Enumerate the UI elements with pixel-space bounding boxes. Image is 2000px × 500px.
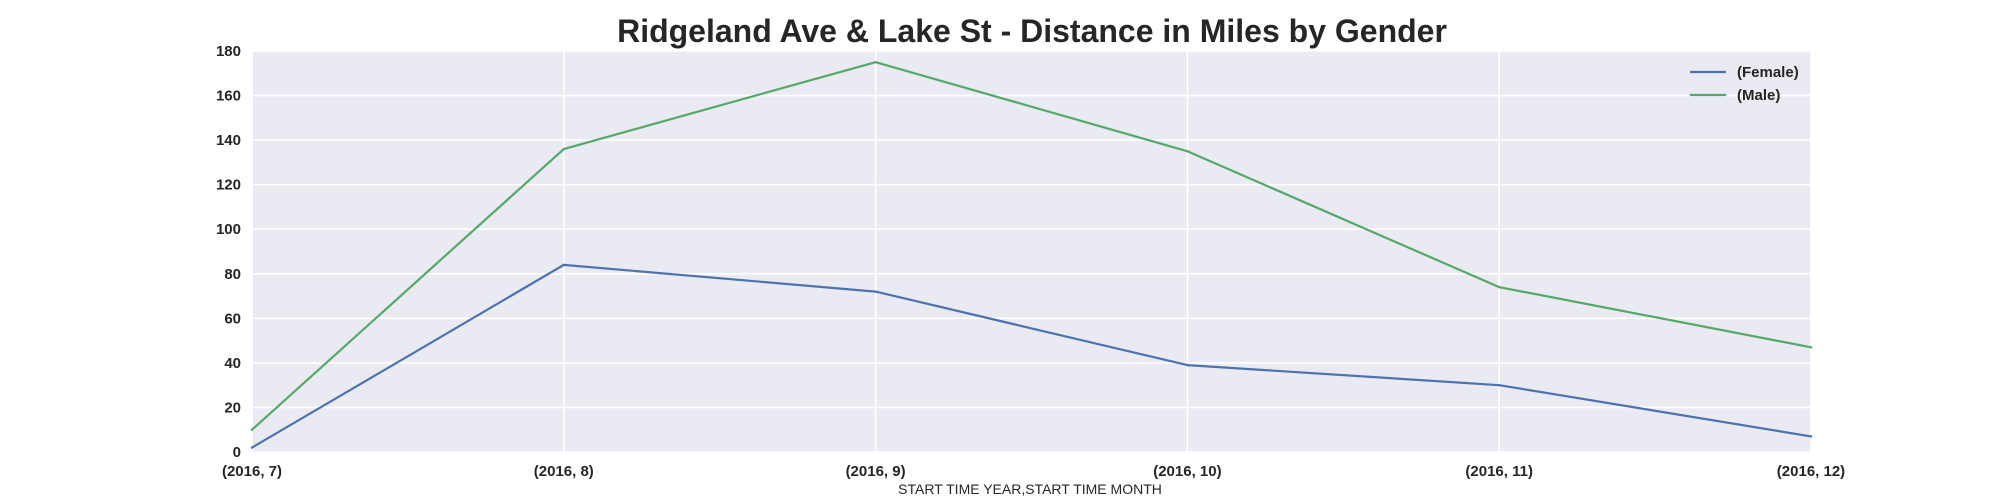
y-tick-label: 80 — [224, 266, 241, 283]
gridlines — [251, 50, 1812, 453]
data-point — [1809, 435, 1813, 438]
data-point — [1186, 363, 1189, 367]
legend: (Female) (Male) — [1690, 64, 1799, 104]
data-point — [250, 446, 254, 449]
series-line-male — [250, 61, 1813, 431]
legend-label: (Female) — [1737, 64, 1799, 81]
x-tick-label: (2016, 8) — [534, 463, 594, 480]
y-tick-label: 20 — [224, 399, 241, 416]
data-point — [250, 428, 254, 431]
y-tick-label: 140 — [216, 132, 241, 149]
y-tick-label: 160 — [216, 88, 241, 105]
legend-label: (Male) — [1737, 87, 1780, 104]
x-axis-label: START TIME YEAR,START TIME MONTH — [898, 481, 1162, 497]
data-point — [1498, 285, 1501, 289]
y-tick-label: 40 — [224, 355, 241, 372]
plot-background — [252, 51, 1811, 452]
chart-title: Ridgeland Ave & Lake St - Distance in Mi… — [617, 13, 1447, 49]
data-point — [874, 290, 877, 293]
x-tick-label: (2016, 11) — [1465, 463, 1533, 480]
data-point — [874, 60, 877, 64]
x-axis-ticks: (2016, 7) (2016, 8) (2016, 9) (2016, 10) (20… — [222, 463, 1845, 480]
series-line-female — [250, 263, 1813, 449]
data-point — [562, 147, 565, 151]
data-point — [1809, 346, 1813, 349]
data-point — [1498, 383, 1501, 387]
data-point — [562, 263, 565, 267]
y-axis-ticks: 0 20 40 60 80 100 120 140 160 180 — [216, 43, 241, 461]
x-tick-label: (2016, 10) — [1153, 463, 1221, 480]
series-lines — [250, 60, 1813, 449]
y-tick-label: 100 — [216, 221, 241, 238]
data-point — [1186, 150, 1189, 153]
y-tick-label: 120 — [216, 177, 241, 194]
x-tick-label: (2016, 12) — [1777, 463, 1845, 480]
x-tick-label: (2016, 9) — [846, 463, 906, 480]
x-tick-label: (2016, 7) — [222, 463, 282, 480]
y-tick-label: 0 — [233, 444, 241, 461]
y-tick-label: 180 — [216, 43, 241, 60]
y-tick-label: 60 — [224, 310, 241, 327]
